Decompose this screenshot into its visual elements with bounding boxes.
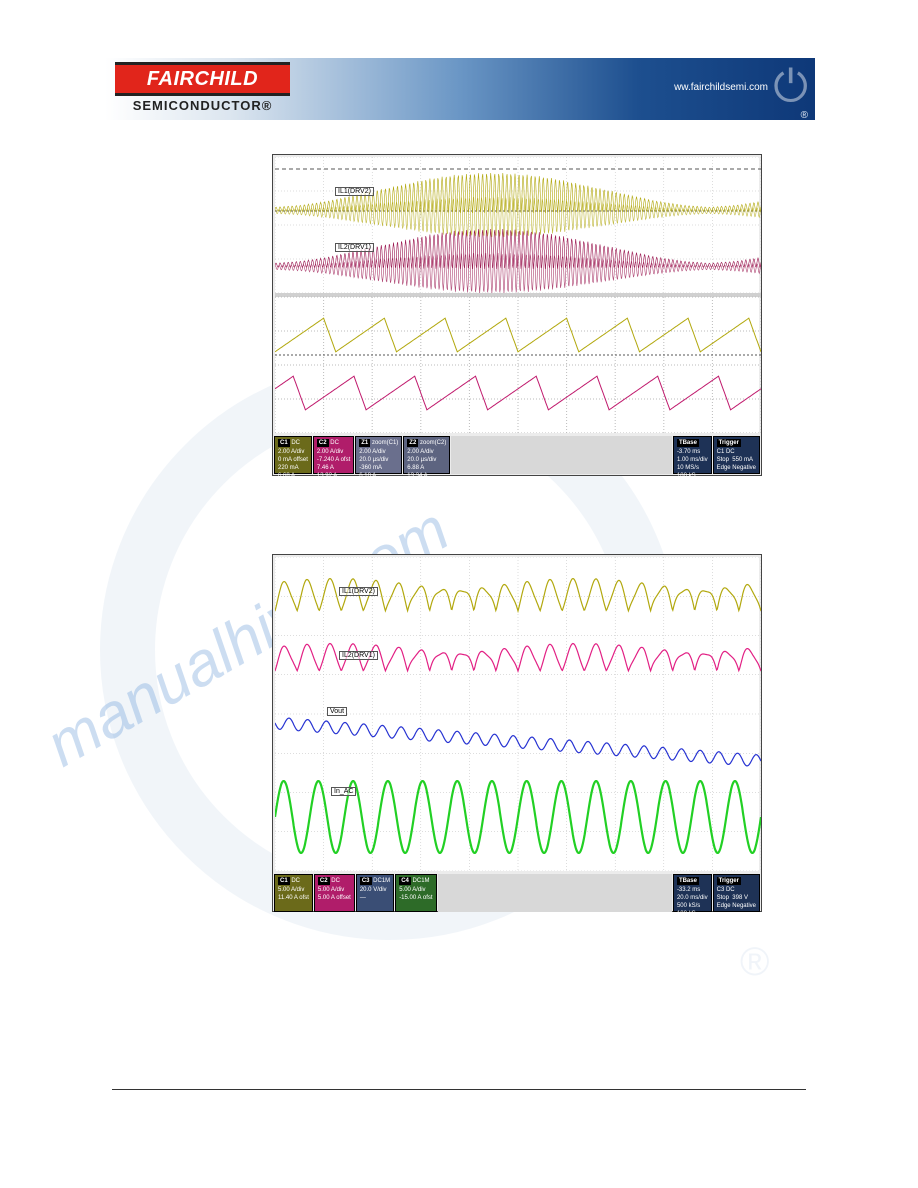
- readout-box: C1 DC 5.00 A/div 11.40 A ofst: [274, 874, 313, 912]
- readout-box: C1 DC 2.00 A/div 0 mA offset 220 mA 6.68…: [274, 436, 312, 474]
- trace-label: Vout: [327, 707, 347, 716]
- readout-box: C2 DC 2.00 A/div -7.240 A ofst 7.46 A 13…: [313, 436, 354, 474]
- oscilloscope-capture-2: IL1(DRV2) IL2(DRV1) Vout In_AC C1 DC 5.00 A…: [272, 554, 762, 912]
- trace-label: In_AC: [331, 787, 356, 796]
- readout-box: Trigger C1 DC Stop 550 mA Edge Negative: [713, 436, 760, 474]
- scope1-waveforms: [275, 157, 761, 433]
- readout-box: Z1 zoom(C1) 2.00 A/div 20.0 µs/div -360 …: [355, 436, 402, 474]
- scope1-readout-bar: C1 DC 2.00 A/div 0 mA offset 220 mA 6.68…: [273, 435, 761, 475]
- scope1-screen: IL1(DRV2) IL2(DRV1): [275, 157, 759, 433]
- trace-label: IL1(DRV2): [339, 587, 378, 596]
- scope2-waveforms: [275, 557, 761, 871]
- footer-rule: [112, 1089, 806, 1090]
- trace-label: IL1(DRV2): [335, 187, 374, 196]
- power-icon: ⏻: [773, 62, 808, 112]
- trace-label: IL2(DRV1): [335, 243, 374, 252]
- header-url: ww.fairchildsemi.com: [674, 82, 768, 93]
- brand-top: FAIRCHILD: [115, 62, 290, 96]
- scope2-readout-bar: C1 DC 5.00 A/div 11.40 A ofstC2 DC 5.00 …: [273, 873, 761, 913]
- brand-logo: FAIRCHILD SEMICONDUCTOR®: [115, 62, 290, 113]
- trace-label: IL2(DRV1): [339, 651, 378, 660]
- registered-mark: ®: [801, 110, 808, 121]
- readout-box: Trigger C3 DC Stop 398 V Edge Negative: [713, 874, 760, 912]
- brand-bottom: SEMICONDUCTOR®: [115, 98, 290, 113]
- readout-box: TBase -3.70 ms 1.00 ms/div 10 MS/s 100 k…: [673, 436, 712, 474]
- scope2-screen: IL1(DRV2) IL2(DRV1) Vout In_AC: [275, 557, 759, 871]
- readout-box: C3 DC1M 20.0 V/div —: [356, 874, 394, 912]
- readout-box: C4 DC1M 5.00 A/div -15.00 A ofst: [395, 874, 436, 912]
- oscilloscope-capture-1: IL1(DRV2) IL2(DRV1) C1 DC 2.00 A/div 0 mA…: [272, 154, 762, 476]
- readout-box: Z2 zoom(C2) 2.00 A/div 20.0 µs/div 6.88 …: [403, 436, 450, 474]
- readout-box: C2 DC 5.00 A/div 5.00 A offset: [314, 874, 355, 912]
- readout-box: TBase -33.2 ms 20.0 ms/div 500 kS/s 100 …: [673, 874, 712, 912]
